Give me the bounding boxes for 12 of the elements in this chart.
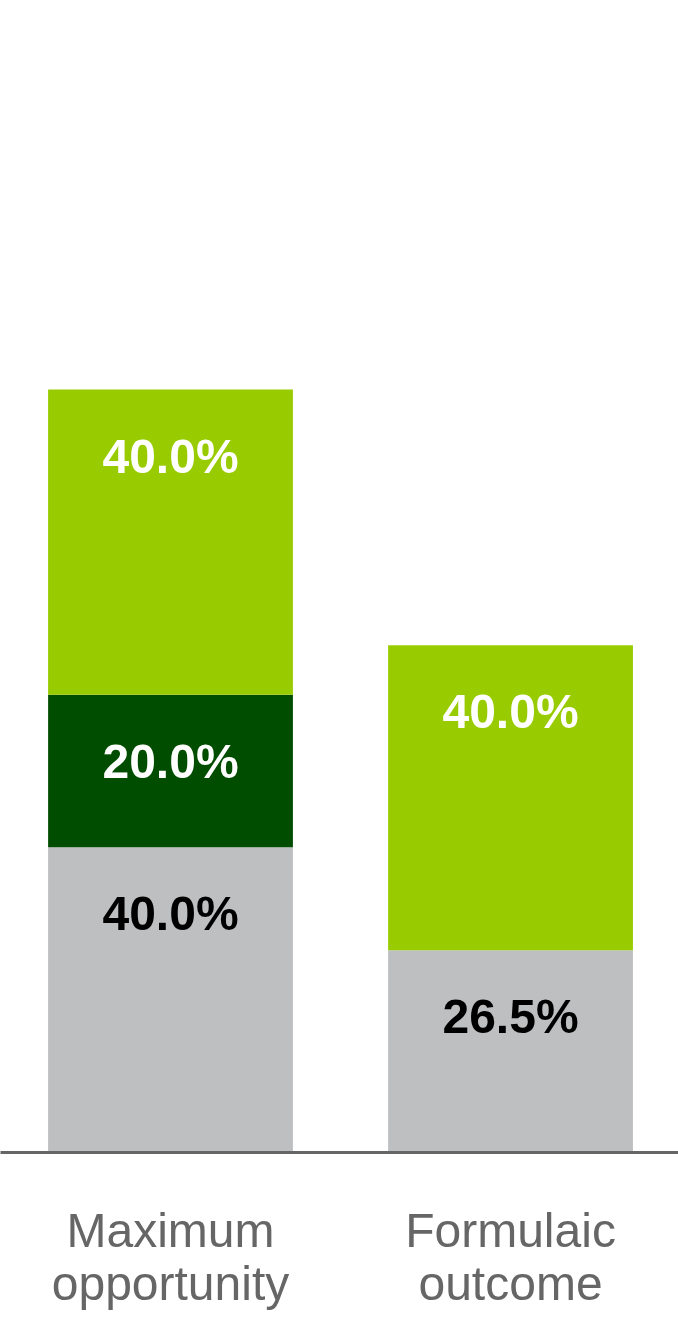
data-label: 20.0% xyxy=(102,734,239,788)
x-tick-label: Formulaic outcome xyxy=(405,1203,616,1310)
bar xyxy=(388,950,633,1153)
data-label: 40.0% xyxy=(442,685,579,739)
bar xyxy=(48,694,293,848)
data-label: 40.0% xyxy=(102,887,239,941)
bar xyxy=(388,645,633,951)
data-label: 26.5% xyxy=(442,990,579,1044)
bar xyxy=(48,389,293,695)
bar xyxy=(48,847,293,1153)
data-label: 40.0% xyxy=(102,429,239,483)
x-tick-label: Maximum opportunity xyxy=(51,1203,290,1310)
